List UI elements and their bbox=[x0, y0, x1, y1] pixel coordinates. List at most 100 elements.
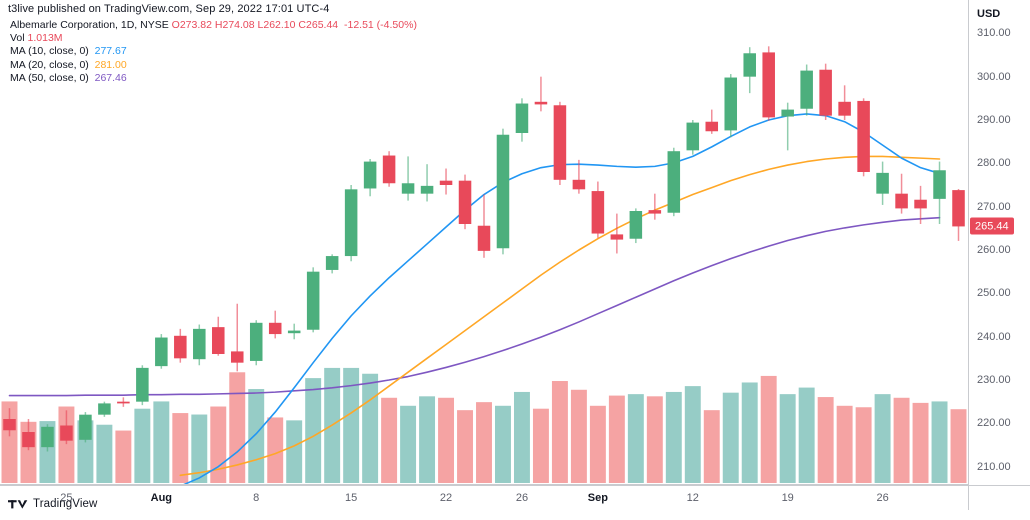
candle-wick bbox=[900, 173, 903, 214]
volume-bar bbox=[172, 413, 189, 483]
price-chart-pane[interactable] bbox=[0, 0, 968, 485]
candle-body bbox=[212, 327, 225, 354]
candle-body bbox=[79, 414, 92, 440]
tradingview-logo-icon bbox=[8, 499, 28, 509]
legend-close-label: C bbox=[298, 19, 307, 31]
legend-ma20-value: 281.00 bbox=[94, 58, 127, 71]
legend-open-label: O bbox=[171, 19, 180, 31]
ma-line bbox=[179, 155, 941, 477]
candle-body bbox=[249, 322, 263, 361]
candle-body bbox=[762, 52, 775, 118]
legend-volume-label: Vol bbox=[10, 32, 25, 45]
time-axis-tick: Sep bbox=[587, 492, 608, 504]
candle-body bbox=[496, 134, 510, 249]
volume-bar bbox=[495, 405, 511, 483]
candle-body bbox=[876, 172, 889, 194]
time-axis-tick: 12 bbox=[686, 492, 699, 504]
legend-open-value: 273.82 bbox=[179, 19, 212, 31]
volume-bar bbox=[267, 417, 284, 483]
candle-body bbox=[933, 170, 946, 199]
volume-bar bbox=[779, 394, 796, 483]
candle-body bbox=[344, 189, 358, 257]
legend-close-value: 265.44 bbox=[306, 19, 339, 31]
volume-bar bbox=[608, 395, 625, 483]
time-axis[interactable]: 25 Aug 8 15 22 26 Sep 12 19 26 bbox=[0, 485, 968, 510]
volume-bar bbox=[931, 401, 948, 483]
volume-bar bbox=[115, 430, 132, 483]
candle-body bbox=[230, 351, 244, 363]
volume-bar bbox=[362, 373, 379, 483]
candle-body bbox=[952, 190, 965, 227]
legend-row-ma10[interactable]: MA (10, close, 0) 277.67 bbox=[10, 45, 417, 58]
volume-bar bbox=[741, 382, 758, 483]
volume-bar bbox=[760, 375, 777, 483]
candle-body bbox=[117, 401, 130, 404]
legend-row-ma50[interactable]: MA (50, close, 0) 267.46 bbox=[10, 72, 417, 85]
candle-body bbox=[3, 419, 16, 431]
volume-bar bbox=[248, 389, 265, 483]
volume-bar bbox=[703, 410, 720, 483]
candle-body bbox=[572, 179, 586, 190]
volume-bar bbox=[419, 396, 436, 483]
legend-row-symbol[interactable]: Albemarle Corporation, 1D, NYSE O273.82 … bbox=[10, 19, 417, 32]
volume-bar bbox=[210, 406, 227, 483]
volume-bar bbox=[343, 367, 360, 483]
candle-body bbox=[287, 330, 301, 334]
ma20-line bbox=[179, 155, 941, 477]
price-axis[interactable]: USD 310.00 300.00 290.00 280.00 270.00 260.00… bbox=[968, 0, 1030, 485]
candle-body bbox=[268, 322, 282, 335]
volume-bar bbox=[305, 378, 322, 483]
volume-bar bbox=[134, 408, 151, 483]
candle-wick bbox=[654, 193, 656, 220]
price-axis-unit: USD bbox=[977, 8, 1001, 20]
price-axis-tick: 310.00 bbox=[977, 27, 1011, 40]
price-axis-tick: 280.00 bbox=[977, 157, 1011, 170]
price-axis-tick: 230.00 bbox=[977, 374, 1011, 386]
legend-row-ma20[interactable]: MA (20, close, 0) 281.00 bbox=[10, 59, 417, 72]
candle-body bbox=[22, 432, 35, 448]
chart-canvas[interactable] bbox=[0, 0, 968, 485]
candle-body bbox=[136, 367, 149, 402]
tradingview-footer[interactable]: TradingView bbox=[8, 498, 97, 510]
candle-body bbox=[174, 335, 187, 359]
candle-body bbox=[458, 180, 472, 224]
volume-bar bbox=[893, 397, 910, 483]
candle-body bbox=[667, 151, 681, 213]
candle-body bbox=[705, 121, 719, 132]
candle-body bbox=[363, 161, 377, 189]
candle-body bbox=[553, 105, 567, 180]
candle-body bbox=[648, 210, 662, 214]
chart-legend: Albemarle Corporation, 1D, NYSE O273.82 … bbox=[10, 19, 417, 85]
time-axis-tick: 22 bbox=[439, 492, 453, 504]
price-axis-tick: 220.00 bbox=[977, 417, 1011, 430]
volume-bar bbox=[798, 387, 815, 483]
volume-bar bbox=[96, 424, 113, 483]
time-axis-corner bbox=[968, 485, 1030, 510]
candle-body bbox=[857, 100, 870, 172]
candle-body bbox=[610, 234, 624, 240]
volume-bar bbox=[513, 391, 530, 483]
legend-low-value: 262.10 bbox=[263, 19, 296, 31]
volume-bar bbox=[817, 397, 834, 483]
candle-body bbox=[819, 69, 832, 116]
legend-row-volume[interactable]: Vol 1.013M bbox=[10, 32, 417, 45]
price-axis-tick: 250.00 bbox=[977, 287, 1011, 300]
candle-body bbox=[60, 425, 73, 441]
candle-wick bbox=[616, 213, 618, 254]
time-axis-tick: Aug bbox=[150, 492, 173, 504]
candle-body bbox=[382, 155, 396, 184]
legend-high-value: 274.08 bbox=[222, 19, 255, 31]
candle-wick bbox=[407, 156, 409, 201]
price-axis-tick: 290.00 bbox=[977, 114, 1011, 126]
volume-bar bbox=[457, 410, 473, 483]
candle-body bbox=[193, 328, 206, 360]
candle-wick bbox=[786, 102, 789, 151]
legend-volume-value: 1.013M bbox=[27, 32, 63, 45]
volume-bar bbox=[476, 402, 492, 483]
volume-bar bbox=[191, 414, 208, 483]
candle-body bbox=[743, 53, 756, 77]
candle-body bbox=[686, 122, 700, 151]
current-price-badge: 265.44 bbox=[970, 217, 1014, 235]
candle-body bbox=[800, 70, 813, 109]
